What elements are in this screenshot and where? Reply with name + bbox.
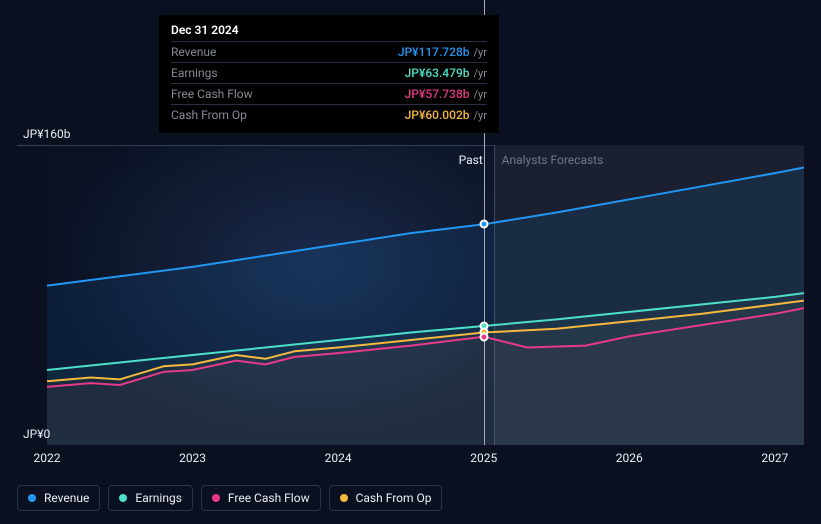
tooltip-row-label: Cash From Op [171,108,247,122]
legend-item-free_cash_flow[interactable]: Free Cash Flow [201,485,321,511]
legend-dot [28,494,36,502]
tooltip-row-label: Earnings [171,66,218,80]
tooltip-row: Free Cash Flow JP¥57.738b/yr [171,83,487,104]
legend-item-earnings[interactable]: Earnings [108,485,193,511]
tooltip-row: Revenue JP¥117.728b/yr [171,41,487,62]
x-axis-tick: 2023 [179,451,206,465]
tooltip-row-label: Free Cash Flow [171,87,253,101]
legend-dot [340,494,348,502]
y-axis-tick-max: JP¥160b [23,127,70,141]
legend-item-revenue[interactable]: Revenue [17,485,100,511]
legend: Revenue Earnings Free Cash Flow Cash From O… [17,485,442,511]
legend-dot [212,494,220,502]
legend-label: Cash From Op [356,491,432,505]
y-axis-tick-min: JP¥0 [23,427,50,441]
x-axis-tick: 2027 [761,451,788,465]
x-axis-tick: 2024 [325,451,352,465]
tooltip-row-unit: /yr [474,88,487,101]
legend-label: Revenue [44,491,89,505]
chart-container: Past Analysts Forecasts JP¥160b JP¥0 202… [17,0,804,524]
tooltip-row-value: JP¥57.738b [405,87,470,101]
hover-tooltip: Dec 31 2024 RevenueJP¥117.728b/yrEarning… [159,15,499,133]
legend-label: Earnings [135,491,182,505]
tooltip-row-unit: /yr [474,46,487,59]
tooltip-title: Dec 31 2024 [171,23,487,41]
plot-svg [17,145,804,445]
legend-label: Free Cash Flow [228,491,310,505]
tooltip-row-unit: /yr [474,67,487,80]
tooltip-row-unit: /yr [474,109,487,122]
tooltip-row-value: JP¥63.479b [405,66,470,80]
series-marker-revenue [479,220,488,229]
legend-dot [119,494,127,502]
x-axis-tick: 2022 [34,451,61,465]
series-marker-free_cash_flow [479,332,488,341]
legend-item-cash_from_op[interactable]: Cash From Op [329,485,443,511]
tooltip-row: Cash From Op JP¥60.002b/yr [171,104,487,125]
tooltip-row-value: JP¥117.728b [398,45,470,59]
plot-area[interactable]: Past Analysts Forecasts [17,145,804,445]
x-axis-tick: 2025 [470,451,497,465]
x-axis-tick: 2026 [616,451,643,465]
tooltip-row-value: JP¥60.002b [405,108,470,122]
tooltip-row: Earnings JP¥63.479b/yr [171,62,487,83]
tooltip-row-label: Revenue [171,45,216,59]
